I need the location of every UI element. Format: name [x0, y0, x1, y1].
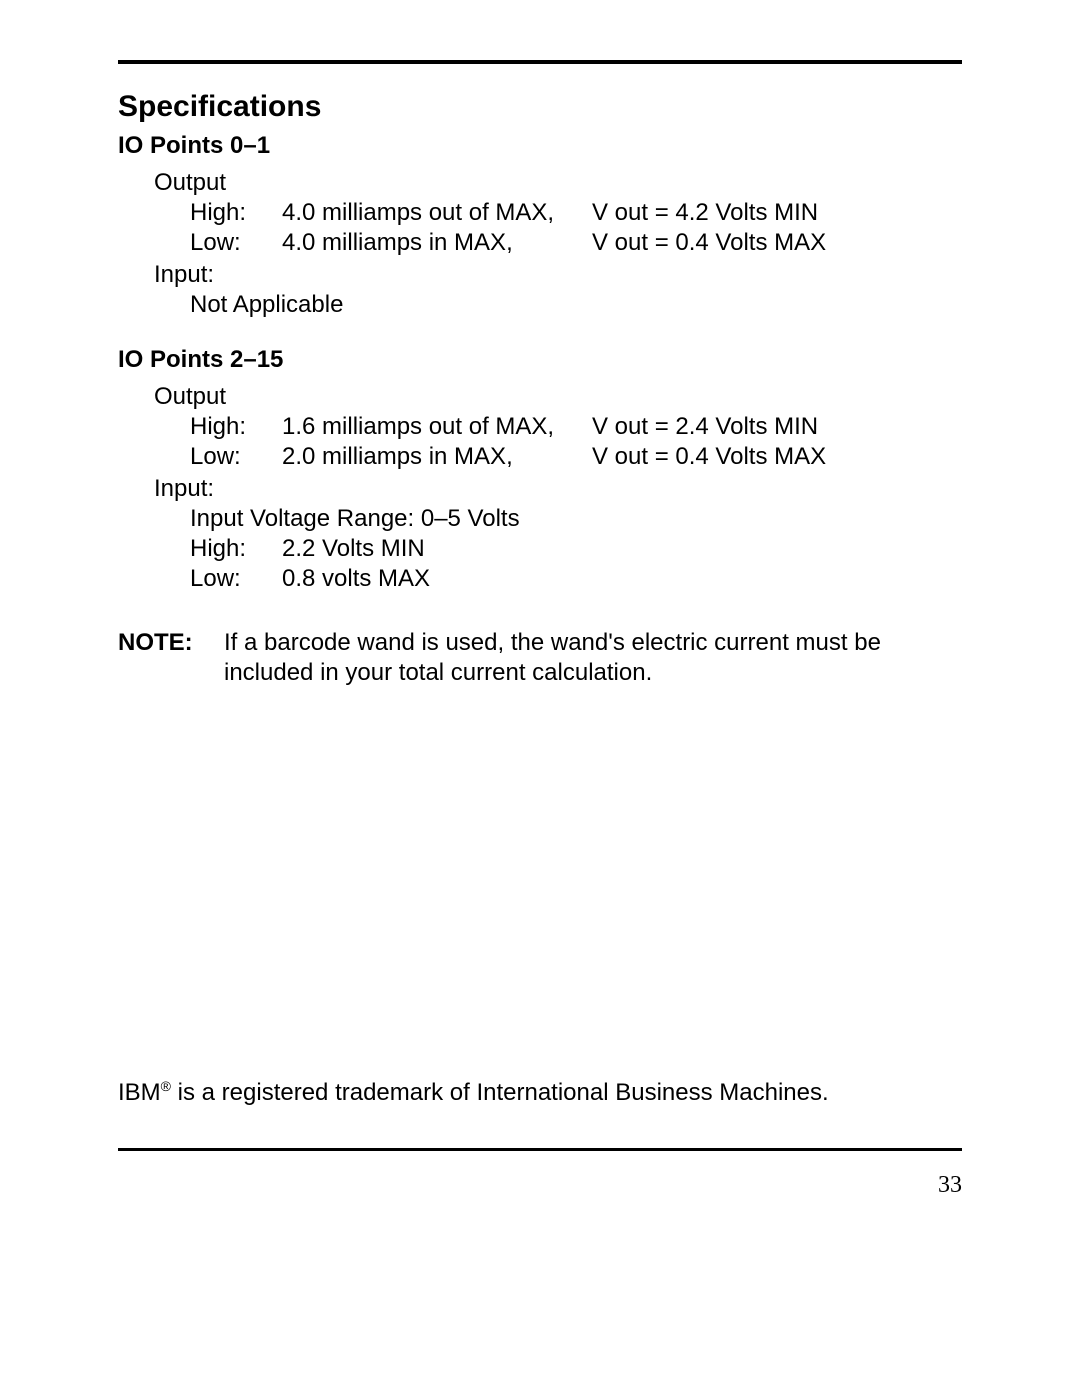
section1-low-label: Low:: [190, 228, 282, 258]
section2-in-high-label: High:: [190, 534, 282, 564]
section2-high-label: High:: [190, 412, 282, 442]
section2-in-low-row: Low: 0.8 volts MAX: [154, 564, 962, 594]
section2-body: Output High: 1.6 milliamps out of MAX, V…: [118, 382, 962, 594]
section1-body: Output High: 4.0 milliamps out of MAX, V…: [118, 168, 962, 320]
section1-output-label: Output: [154, 168, 962, 198]
page-number: 33: [938, 1172, 962, 1199]
page-title: Specifications: [118, 90, 962, 124]
note-label: NOTE:: [118, 628, 224, 688]
section2-high-mid: 1.6 milliamps out of MAX,: [282, 412, 592, 442]
trademark-suffix: is a registered trademark of Internation…: [171, 1079, 829, 1106]
section2-in-low-label: Low:: [190, 564, 282, 594]
section2-output-label: Output: [154, 382, 962, 412]
note-text: If a barcode wand is used, the wand's el…: [224, 628, 962, 688]
section1-low-right: V out = 0.4 Volts MAX: [592, 228, 962, 258]
registered-icon: ®: [161, 1078, 171, 1094]
section2-in-high-row: High: 2.2 Volts MIN: [154, 534, 962, 564]
section1-high-mid: 4.0 milliamps out of MAX,: [282, 198, 592, 228]
section1-input-label: Input:: [154, 260, 962, 290]
section1-heading: IO Points 0–1: [118, 132, 962, 160]
trademark-line: IBM® is a registered trademark of Intern…: [118, 1078, 829, 1107]
section2-low-right: V out = 0.4 Volts MAX: [592, 442, 962, 472]
section1-high-row: High: 4.0 milliamps out of MAX, V out = …: [154, 198, 962, 228]
bottom-rule-wrap: [118, 1143, 962, 1151]
section1-low-row: Low: 4.0 milliamps in MAX, V out = 0.4 V…: [154, 228, 962, 258]
section2-input-range: Input Voltage Range: 0–5 Volts: [154, 504, 962, 534]
page: Specifications IO Points 0–1 Output High…: [0, 0, 1080, 1397]
top-rule: [118, 60, 962, 64]
section1-low-mid: 4.0 milliamps in MAX,: [282, 228, 592, 258]
note-block: NOTE: If a barcode wand is used, the wan…: [118, 628, 962, 688]
section2-in-high-val: 2.2 Volts MIN: [282, 534, 592, 564]
section2-high-row: High: 1.6 milliamps out of MAX, V out = …: [154, 412, 962, 442]
section2-in-low-val: 0.8 volts MAX: [282, 564, 592, 594]
section2-heading: IO Points 2–15: [118, 346, 962, 374]
section2-low-mid: 2.0 milliamps in MAX,: [282, 442, 592, 472]
trademark-prefix: IBM: [118, 1079, 161, 1106]
bottom-rule: [118, 1148, 962, 1151]
section1-high-right: V out = 4.2 Volts MIN: [592, 198, 962, 228]
section2-low-label: Low:: [190, 442, 282, 472]
section2-input-label: Input:: [154, 474, 962, 504]
section2-high-right: V out = 2.4 Volts MIN: [592, 412, 962, 442]
section1-high-label: High:: [190, 198, 282, 228]
section2-low-row: Low: 2.0 milliamps in MAX, V out = 0.4 V…: [154, 442, 962, 472]
section1-input-value: Not Applicable: [154, 290, 962, 320]
